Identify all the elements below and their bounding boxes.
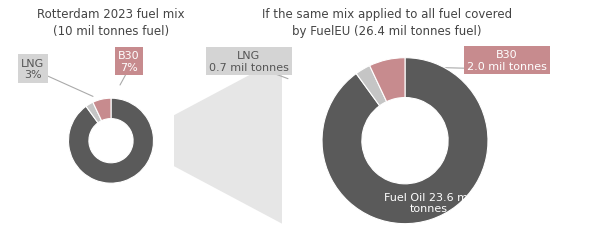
Wedge shape [86,103,101,123]
Text: If the same mix applied to all fuel covered
by FuelEU (26.4 mil tonnes fuel): If the same mix applied to all fuel cove… [262,8,512,38]
Wedge shape [322,58,488,224]
Text: Fuel Oil 23.6 mil
tonnes: Fuel Oil 23.6 mil tonnes [384,192,474,214]
Wedge shape [93,99,111,121]
Wedge shape [68,99,154,183]
Wedge shape [356,66,386,106]
Text: LNG
3%: LNG 3% [22,58,44,80]
Text: LNG
0.7 mil tonnes: LNG 0.7 mil tonnes [209,51,289,73]
Text: Rotterdam 2023 fuel mix
(10 mil tonnes fuel): Rotterdam 2023 fuel mix (10 mil tonnes f… [37,8,185,38]
Text: B30
2.0 mil tonnes: B30 2.0 mil tonnes [467,50,547,72]
Wedge shape [370,58,405,102]
Text: B30
7%: B30 7% [118,51,140,73]
Polygon shape [174,58,282,224]
